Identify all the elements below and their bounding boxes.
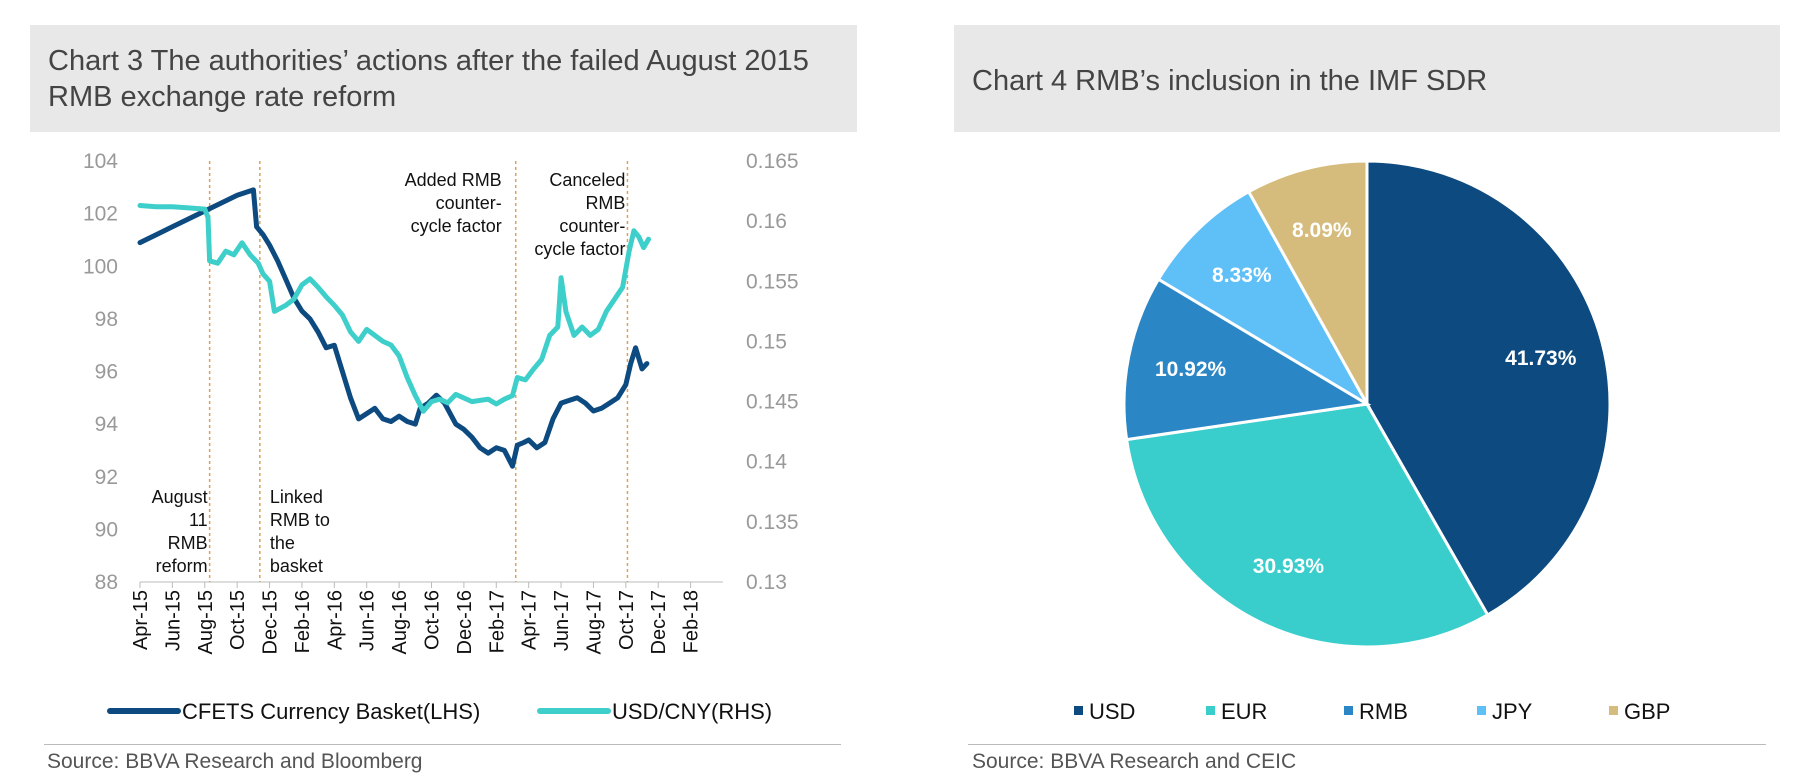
left-axis-tick: 94 xyxy=(95,413,119,436)
legend-swatch-usd xyxy=(1074,706,1083,715)
left-axis-tick: 96 xyxy=(95,361,118,384)
right-axis-tick: 0.13 xyxy=(746,571,787,594)
pie-label-jpy: 8.33% xyxy=(1212,264,1272,287)
legend-label-jpy: JPY xyxy=(1492,699,1533,724)
pie-label-rmb: 10.92% xyxy=(1155,358,1227,381)
chart4-pie: 41.73% 30.93% 10.92% 8.33% 8.09% USD EUR RMB JPY… xyxy=(1074,159,1670,724)
annotation-line: RMB to xyxy=(270,510,330,530)
chart4-source: Source: BBVA Research and CEIC xyxy=(972,750,1297,773)
x-axis-tick: Dec-17 xyxy=(648,590,670,654)
right-axis-tick: 0.145 xyxy=(746,391,799,414)
right-axis-tick: 0.155 xyxy=(746,270,799,293)
chart3-source: Source: BBVA Research and Bloomberg xyxy=(47,750,423,773)
right-axis-tick: 0.14 xyxy=(746,451,787,474)
left-axis-tick: 102 xyxy=(83,203,118,226)
legend-label-usd: USD xyxy=(1089,699,1135,724)
left-axis-tick: 90 xyxy=(95,518,118,541)
x-axis-tick: Jun-17 xyxy=(551,590,573,651)
pie-label-usd: 41.73% xyxy=(1505,347,1577,370)
x-axis-tick: Jun-15 xyxy=(162,590,184,651)
annotation-line: RMB xyxy=(585,193,625,213)
annotation-line: 11 xyxy=(189,510,208,530)
pie-slice-jpy xyxy=(1156,189,1372,409)
x-axis-tick: Jun-16 xyxy=(357,590,379,651)
pie-slice-rmb xyxy=(1122,277,1372,442)
x-axis-tick: Feb-17 xyxy=(486,590,508,653)
legend-label-usdcny: USD/CNY(RHS) xyxy=(612,699,772,724)
legend-swatch-rmb xyxy=(1344,706,1353,715)
annotation-line: the xyxy=(270,533,295,553)
chart3-title: Chart 3 The authorities’ actions after t… xyxy=(30,25,857,132)
x-axis-tick: Dec-16 xyxy=(454,590,476,654)
legend-label-cfets: CFETS Currency Basket(LHS) xyxy=(182,699,480,724)
x-axis-tick: Apr-15 xyxy=(130,590,152,650)
x-axis-tick: Feb-16 xyxy=(292,590,314,653)
left-axis-tick: 100 xyxy=(83,255,118,278)
x-axis-tick: Oct-15 xyxy=(227,590,249,650)
left-axis-tick: 104 xyxy=(83,150,118,173)
left-axis-tick: 92 xyxy=(95,466,118,489)
pie-slice-eur xyxy=(1124,402,1490,649)
right-axis-tick: 0.165 xyxy=(746,150,799,173)
annotation-line: basket xyxy=(270,556,323,576)
x-axis-tick: Oct-16 xyxy=(422,590,444,650)
x-axis-tick: Apr-16 xyxy=(324,590,346,650)
annotation-line: Canceled xyxy=(549,170,625,190)
legend-swatch-jpy xyxy=(1477,706,1486,715)
legend-label-gbp: GBP xyxy=(1624,699,1670,724)
pie-slice-usd xyxy=(1365,159,1612,617)
x-axis-tick: Aug-16 xyxy=(389,590,411,655)
annotation-line: Added RMB xyxy=(405,170,502,190)
pie-label-gbp: 8.09% xyxy=(1292,219,1352,242)
x-axis-tick: Apr-17 xyxy=(519,590,541,650)
pie-slice-gbp xyxy=(1246,159,1369,410)
chart4-title: Chart 4 RMB’s inclusion in the IMF SDR xyxy=(954,25,1780,132)
pie-label-eur: 30.93% xyxy=(1253,555,1325,578)
x-axis-tick: Aug-15 xyxy=(195,590,217,655)
legend-swatch-gbp xyxy=(1609,706,1618,715)
x-axis-tick: Feb-18 xyxy=(681,590,703,653)
series-line-cfets xyxy=(137,187,650,469)
chart3-source-rule xyxy=(44,744,841,745)
left-axis-tick: 98 xyxy=(95,308,118,331)
right-axis-tick: 0.16 xyxy=(746,210,787,233)
annotation-line: counter- xyxy=(559,216,625,236)
x-axis-tick: Aug-17 xyxy=(583,590,605,655)
annotation-line: August xyxy=(152,487,208,507)
legend-label-rmb: RMB xyxy=(1359,699,1408,724)
annotation-line: Linked xyxy=(270,487,323,507)
annotation-line: RMB xyxy=(168,533,208,553)
annotation-line: cycle factor xyxy=(411,216,502,236)
x-axis-tick: Oct-17 xyxy=(616,590,638,650)
series-line-usdcny xyxy=(137,203,651,414)
annotation-line: reform xyxy=(156,556,208,576)
annotation-line: counter- xyxy=(436,193,502,213)
chart4-source-rule xyxy=(968,744,1766,745)
left-axis-tick: 88 xyxy=(95,571,118,594)
legend-swatch-eur xyxy=(1206,706,1215,715)
annotation-line: cycle factor xyxy=(534,239,625,259)
right-axis-tick: 0.15 xyxy=(746,330,787,353)
right-axis-tick: 0.135 xyxy=(746,511,799,534)
x-axis-tick: Dec-15 xyxy=(260,590,282,654)
legend-label-eur: EUR xyxy=(1221,699,1267,724)
chart3-plot: 104 102 100 98 96 94 92 90 88 0.165 0.16 0.155 0.15 0… xyxy=(83,150,799,724)
